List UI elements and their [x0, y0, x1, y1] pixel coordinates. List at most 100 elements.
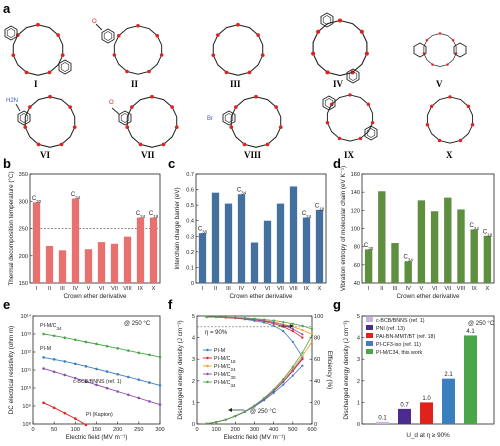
energy-point-0 — [291, 374, 294, 377]
temperature-note: @ 250 °C — [250, 409, 277, 415]
legend-label-4-main: PI-M/C — [214, 380, 231, 386]
data-label-C24-sub: 24 — [306, 214, 312, 219]
legend-label-4-sub: 34 — [230, 383, 236, 388]
x-axis-label: Electric field (MV m⁻¹) — [66, 434, 128, 441]
legend-label-1-sub: 18 — [230, 359, 236, 364]
molecule-II: O II — [92, 19, 164, 89]
panel-label-b: b — [3, 156, 11, 171]
panel-label-e: e — [3, 297, 10, 312]
efficiency-point-4 — [282, 320, 285, 324]
molecule-IX: IX — [322, 92, 378, 160]
x-tick-label: 0 — [31, 427, 34, 433]
x-tick-label: IV — [73, 286, 79, 292]
series-label-0: PI-M/C34 — [40, 323, 62, 331]
molecule-IV: IV — [310, 12, 370, 89]
x-tick-label: X — [318, 286, 322, 292]
data-label-C18: C18 — [315, 203, 325, 211]
x-tick-label: I — [202, 286, 204, 292]
y-tick-label: 0 — [357, 422, 360, 428]
bar-II — [378, 191, 386, 283]
data-label-C24-sub: 24 — [474, 225, 480, 230]
molecule-VIII: Br VIII — [207, 94, 284, 160]
efficiency-point-4 — [234, 316, 237, 319]
x-tick-label: 0 — [195, 427, 198, 433]
bromo-label: Br — [207, 116, 213, 122]
efficiency-point-0 — [282, 330, 285, 333]
value-label-4: 4.1 — [466, 329, 475, 335]
series-point-1 — [148, 381, 151, 384]
data-label-C30: C30 — [364, 243, 374, 251]
legend-marker-2 — [206, 364, 209, 368]
legend-marker-0 — [206, 348, 209, 352]
bar-IX — [302, 217, 311, 283]
y-tick-label: 100 — [351, 227, 360, 233]
efficiency-point-1 — [301, 336, 304, 339]
data-label-C30: C30 — [198, 227, 208, 235]
y-tick-label: 200 — [19, 254, 28, 260]
legend-label-4: PI-M/C34 — [214, 380, 236, 388]
bar-IX — [136, 217, 145, 283]
y-axis-label: Thermal decomposition temperature (°C) — [7, 171, 15, 285]
x-tick-label: I — [368, 286, 370, 292]
x-tick-label: IX — [304, 286, 310, 292]
series-point-0 — [126, 349, 130, 352]
efficiency-point-3 — [291, 327, 294, 331]
y-tick-label: 10¹² — [21, 350, 31, 356]
energy-point-0 — [282, 383, 285, 386]
series-point-0 — [148, 353, 151, 357]
y-tick-label: 10¹⁰ — [21, 385, 32, 392]
series-point-1 — [116, 372, 119, 376]
legend-label-3-sub: 30 — [230, 375, 236, 380]
y2-tick-label: 80 — [314, 336, 320, 342]
bar-I — [364, 249, 373, 283]
energy-point-3 — [272, 390, 275, 393]
y-tick-label: 60 — [354, 263, 360, 269]
x-tick-label: VII — [111, 286, 118, 292]
data-label-C34-main: C — [404, 255, 409, 261]
series-point-3 — [42, 401, 45, 405]
energy-point-4 — [310, 334, 314, 337]
data-label-C34-sub: 34 — [241, 190, 247, 195]
x-tick-label: VIII — [123, 286, 132, 292]
data-label-C30-main: C — [198, 227, 203, 233]
energy-point-4 — [272, 388, 275, 391]
bar-VII — [276, 203, 285, 283]
data-label-C30-sub: 30 — [202, 229, 208, 234]
x-tick-label: 100 — [211, 427, 220, 433]
series-point-3 — [74, 417, 77, 420]
bar-II — [45, 245, 54, 283]
bar-4 — [464, 335, 477, 424]
molecule-I: I — [4, 22, 72, 89]
bar-IV — [237, 194, 246, 283]
legend-label-2-main: PI-M/C — [214, 364, 231, 370]
energy-point-4 — [224, 418, 227, 421]
efficiency-point-2 — [301, 328, 304, 332]
data-label-C18: C18 — [483, 229, 493, 237]
bar-V — [84, 249, 93, 283]
value-label-0: 0.1 — [378, 415, 387, 421]
y-tick-label: 250 — [19, 227, 28, 233]
x-tick-label: VI — [99, 286, 105, 292]
bar-VIII — [457, 209, 465, 283]
data-label-C34-main: C — [237, 188, 242, 194]
series-point-0 — [84, 340, 88, 344]
panel-label-f: f — [168, 297, 173, 312]
series-label-0-sub: 34 — [56, 326, 62, 331]
series-point-1 — [158, 384, 162, 387]
legend-label-2-sub: 24 — [230, 367, 236, 372]
plot-frame — [195, 173, 327, 284]
y-axis-label: Discharged energy density (J cm⁻³) — [343, 320, 350, 419]
efficiency-point-3 — [272, 321, 275, 324]
y-axis-label: Interchain charge barrier (eV) — [174, 187, 181, 269]
series-point-0 — [158, 355, 162, 359]
y-tick-label: 2 — [357, 379, 360, 385]
energy-point-4 — [215, 420, 218, 424]
panel-label-g: g — [333, 297, 341, 312]
molecule-V: V — [413, 31, 467, 89]
bar-0 — [376, 421, 389, 424]
y-tick-label: 10⁸ — [22, 421, 31, 428]
energy-arrow-head — [228, 408, 232, 412]
